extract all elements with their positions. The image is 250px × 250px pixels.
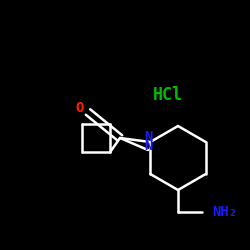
Text: N: N [144, 139, 152, 153]
Text: HCl: HCl [153, 86, 183, 104]
Text: O: O [76, 101, 84, 115]
Text: NH₂: NH₂ [212, 205, 237, 219]
Text: N: N [144, 130, 152, 144]
